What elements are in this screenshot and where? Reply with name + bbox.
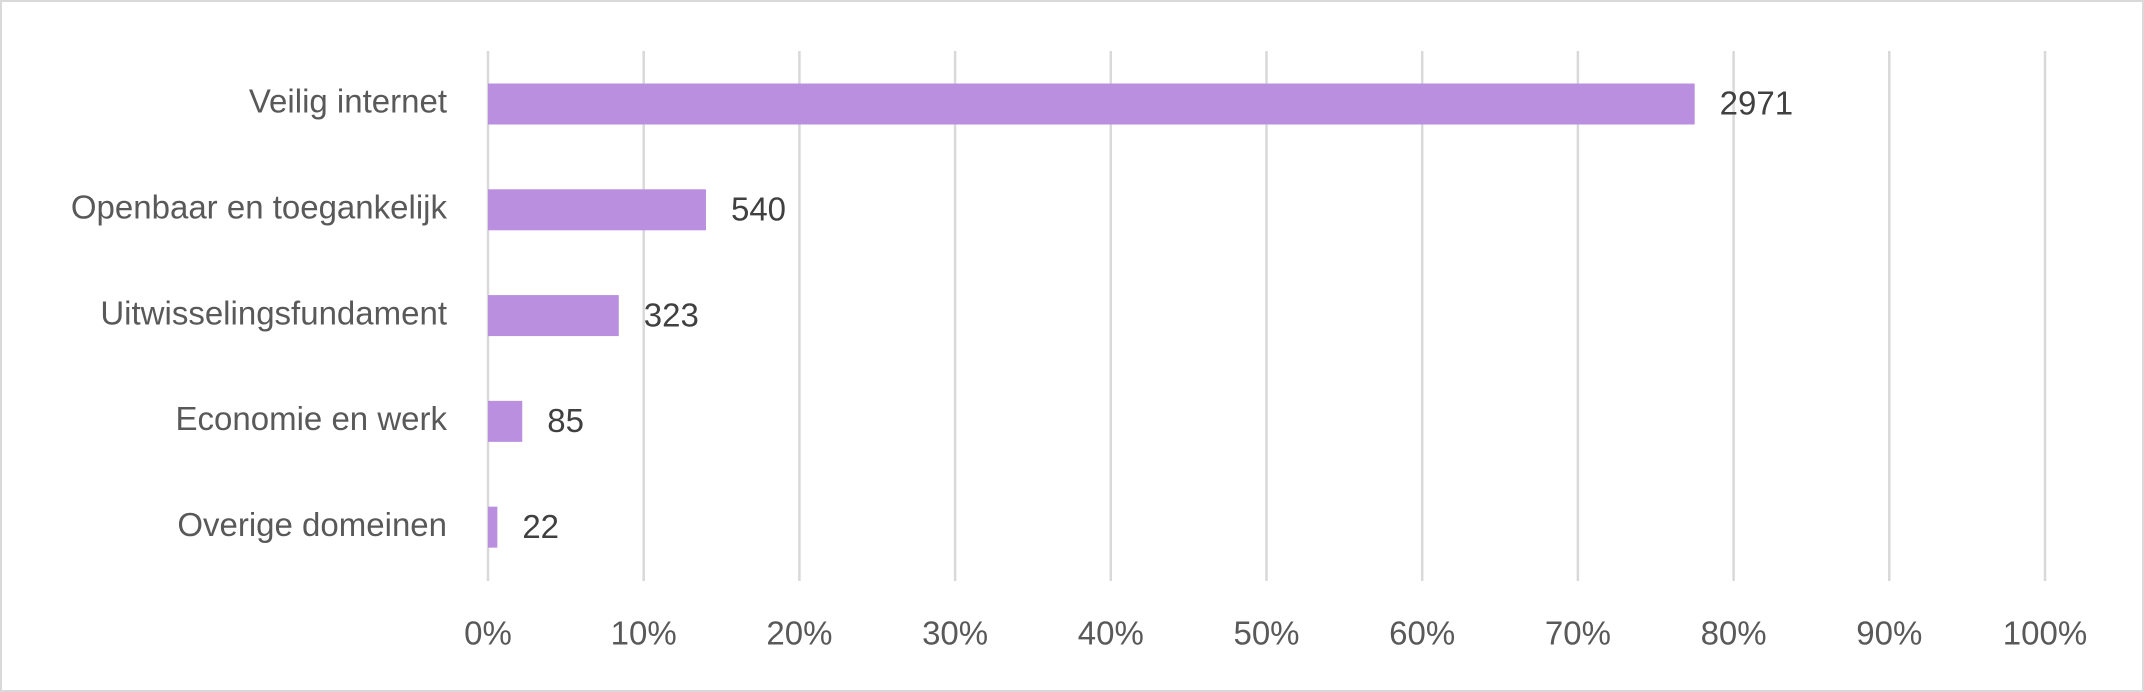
- y-tick-label: Overige domeinen: [177, 506, 447, 543]
- x-tick-label: 70%: [1545, 615, 1611, 652]
- y-tick-label: Economie en werk: [176, 400, 448, 437]
- x-tick-label: 80%: [1701, 615, 1767, 652]
- data-label: 2971: [1720, 85, 1793, 122]
- y-tick-label: Veilig internet: [249, 83, 447, 120]
- x-tick-label: 60%: [1389, 615, 1455, 652]
- data-label: 85: [547, 402, 584, 439]
- x-tick-label: 30%: [922, 615, 988, 652]
- x-tick-label: 20%: [766, 615, 832, 652]
- x-tick-label: 100%: [2003, 615, 2087, 652]
- y-tick-label: Uitwisselingsfundament: [100, 294, 447, 331]
- data-label: 540: [731, 191, 786, 228]
- data-label: 323: [644, 296, 699, 333]
- x-tick-label: 40%: [1078, 615, 1144, 652]
- x-tick-label: 90%: [1856, 615, 1922, 652]
- bar: [488, 506, 498, 548]
- data-label: 22: [522, 508, 559, 545]
- bar: [488, 189, 706, 231]
- x-tick-label: 10%: [611, 615, 677, 652]
- x-tick-label: 0%: [464, 615, 512, 652]
- bar: [488, 295, 619, 337]
- x-tick-label: 50%: [1233, 615, 1299, 652]
- y-tick-label: Openbaar en toegankelijk: [71, 189, 448, 226]
- bar: [488, 400, 523, 442]
- bar: [488, 83, 1695, 125]
